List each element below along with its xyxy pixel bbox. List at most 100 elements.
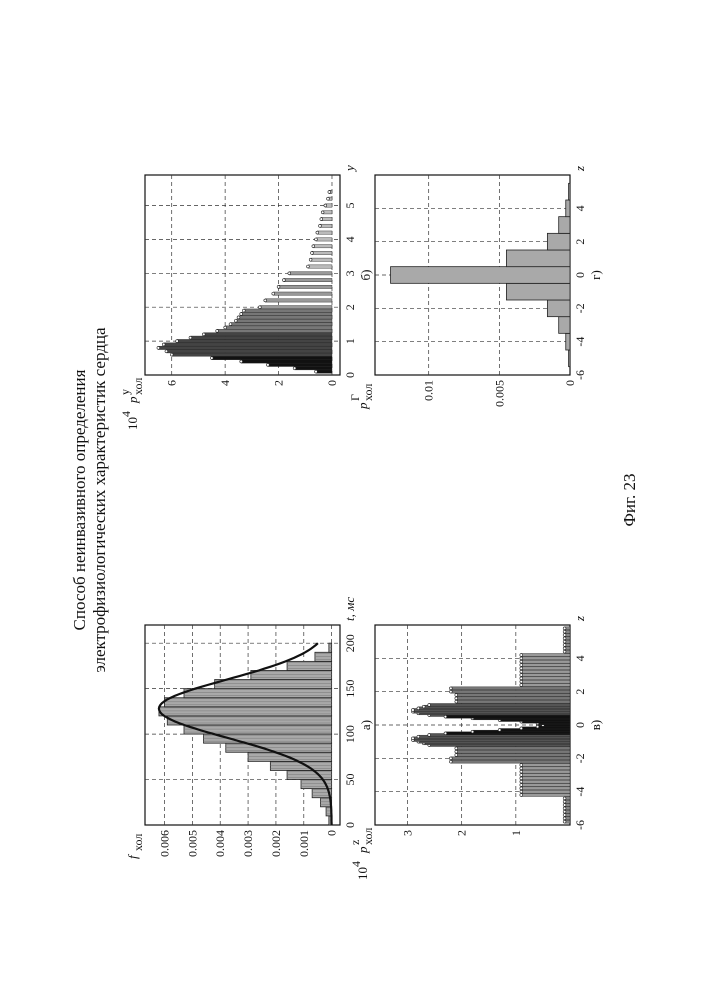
bar <box>547 233 570 250</box>
bar-marker <box>520 794 523 797</box>
bar-marker <box>428 734 431 737</box>
y-label-sub: хол <box>131 378 145 395</box>
bar-marker <box>224 326 227 329</box>
panel-b: 0123450246y104pyхолб) <box>118 165 373 430</box>
bar-marker <box>563 650 566 653</box>
y-tick-label: 0 <box>325 830 339 836</box>
bar <box>456 754 570 757</box>
bar <box>215 680 332 689</box>
x-tick-label: -4 <box>573 337 587 347</box>
bar <box>312 251 332 254</box>
bar-marker <box>311 252 314 255</box>
bars <box>159 643 332 825</box>
bar-marker <box>202 333 205 336</box>
y-label-main: p <box>125 396 140 404</box>
bar-marker <box>240 313 243 316</box>
y-tick-label: 0.002 <box>269 830 283 857</box>
bar <box>451 690 570 693</box>
bar-marker <box>520 780 523 783</box>
bar-marker <box>216 330 219 333</box>
bar <box>566 333 570 350</box>
bar <box>217 329 332 332</box>
bar <box>244 309 332 312</box>
bar-marker <box>520 777 523 780</box>
bar-marker <box>272 292 275 295</box>
bar-marker <box>520 767 523 770</box>
bar <box>212 356 332 359</box>
y-tick-label: 4 <box>218 380 232 386</box>
bar-marker <box>449 760 452 763</box>
bar-marker <box>240 360 243 363</box>
bar-marker <box>520 774 523 777</box>
bars <box>157 190 332 373</box>
bar <box>308 265 332 268</box>
bar-marker <box>520 654 523 657</box>
y-label-sub: хол <box>131 834 145 851</box>
bar <box>506 250 570 267</box>
bar <box>521 764 570 767</box>
bar-marker <box>520 677 523 680</box>
subplot-label: а) <box>358 720 373 730</box>
y-tick-label: 0.005 <box>185 830 199 857</box>
subplot-label: б) <box>358 270 373 281</box>
bar <box>456 697 570 700</box>
y-tick-label: 0.01 <box>422 380 436 401</box>
panel-a: 05010015020000.0010.0020.0030.0040.0050.… <box>125 597 373 859</box>
bar-marker <box>471 730 474 733</box>
bar <box>279 285 332 288</box>
bar-marker <box>520 727 523 730</box>
bar <box>429 704 570 707</box>
bar-marker <box>520 667 523 670</box>
bar <box>158 346 332 349</box>
bar <box>521 794 570 797</box>
bar <box>521 787 570 790</box>
x-tick-label: 150 <box>343 680 357 698</box>
panel-c: -6-4-2024123z104pzхолв) <box>348 616 603 880</box>
bar-marker <box>229 323 232 326</box>
bar-marker <box>563 807 566 810</box>
bar <box>521 784 570 787</box>
bar <box>226 743 332 752</box>
bars <box>391 183 570 366</box>
bar <box>521 767 570 770</box>
bar <box>521 777 570 780</box>
bar-marker <box>428 704 431 707</box>
bar-marker <box>307 265 310 268</box>
bar-marker <box>277 285 280 288</box>
bar-marker <box>157 346 160 349</box>
x-axis-label: z <box>572 616 587 622</box>
bar <box>329 643 332 652</box>
bar <box>313 245 332 248</box>
bar <box>268 363 332 366</box>
y-tick-label: 0.003 <box>241 830 255 857</box>
bar-marker <box>264 299 267 302</box>
y-tick-label: 1 <box>509 830 523 836</box>
bar <box>521 657 570 660</box>
bar-marker <box>520 660 523 663</box>
bar-marker <box>309 258 312 261</box>
bar <box>241 312 332 315</box>
x-tick-label: 100 <box>343 725 357 743</box>
bar-marker <box>455 694 458 697</box>
bar <box>295 367 332 370</box>
x-tick-label: 4 <box>573 205 587 211</box>
y-axis-label: 104pyхол <box>118 378 145 430</box>
y-tick-label: 0 <box>325 380 339 386</box>
bar <box>241 360 332 363</box>
bar <box>165 698 332 707</box>
bar <box>273 292 332 295</box>
bar <box>521 674 570 677</box>
bar-marker <box>266 363 269 366</box>
y-tick-label: 2 <box>272 380 286 386</box>
bar-marker <box>520 657 523 660</box>
x-tick-label: 4 <box>343 236 357 242</box>
bar-marker <box>283 279 286 282</box>
x-tick-label: 200 <box>343 634 357 652</box>
bar-marker <box>165 350 168 353</box>
x-tick-label: 50 <box>343 774 357 786</box>
bar-marker <box>162 343 165 346</box>
bar <box>166 350 332 353</box>
bar <box>260 306 332 309</box>
bar <box>230 322 332 325</box>
